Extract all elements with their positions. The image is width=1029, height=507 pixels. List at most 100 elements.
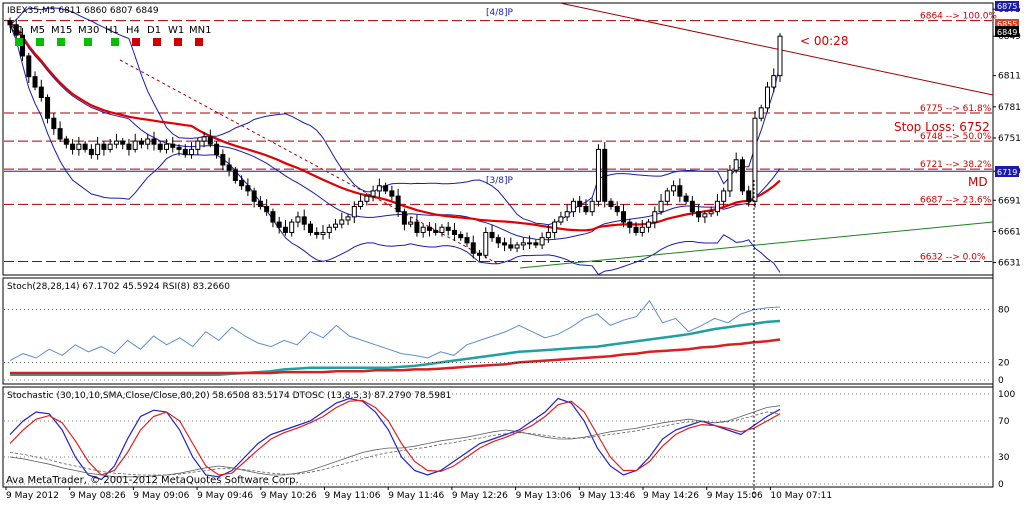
candle-body — [132, 140, 138, 150]
timeframe-label-m1: M1 — [9, 25, 24, 36]
candle-body — [746, 190, 752, 202]
candle-body — [164, 143, 170, 150]
timeframe-label-w1: W1 — [168, 25, 184, 36]
candle-body — [696, 211, 702, 218]
time-tick-label: 9 May 10:26 — [261, 491, 317, 501]
candle-body — [57, 128, 63, 140]
current-price-badge-text: 6849 — [997, 28, 1017, 37]
top-price-badge-text: 6875 — [997, 2, 1017, 11]
time-tick-label: 9 May 09:46 — [197, 491, 253, 501]
axis-tick-label: 80 — [998, 306, 1010, 316]
time-tick-label: 9 May 13:06 — [516, 491, 572, 501]
price-tick-label: 6661 — [998, 227, 1021, 237]
candle-body — [82, 143, 88, 150]
candle-body — [646, 221, 652, 228]
candle-body — [295, 216, 301, 223]
axis-tick-label: 30 — [998, 453, 1010, 463]
series-line-3 — [9, 411, 781, 476]
series-line-0 — [9, 397, 781, 481]
candle-body — [351, 206, 357, 218]
stop-loss-label: Stop Loss: 6752 — [894, 120, 990, 134]
stop-price-badge-text: 6855 — [997, 20, 1017, 29]
candle-body — [51, 117, 57, 130]
candle-body — [477, 252, 483, 256]
candle-body — [364, 195, 370, 202]
candle-body — [564, 211, 570, 218]
candle-body — [514, 244, 520, 249]
candle-body — [589, 200, 595, 213]
md-label: MD — [968, 175, 988, 189]
candle-body — [608, 200, 614, 208]
candle-body — [326, 226, 332, 233]
candle-body — [752, 117, 758, 202]
candle-body — [764, 86, 770, 109]
candle-body — [320, 231, 326, 236]
candle-body — [32, 76, 38, 88]
candle-body — [671, 185, 677, 192]
candle-body — [414, 221, 420, 233]
candle-body — [464, 237, 470, 244]
candle-body — [470, 242, 476, 254]
level-label: 6775 --> 61.8% — [920, 104, 992, 114]
candle-body — [595, 148, 601, 202]
candle-body — [120, 140, 126, 145]
axis-tick-label: 0 — [998, 480, 1004, 490]
main-pane — [2, 2, 994, 276]
time-tick-label: 10 May 07:11 — [770, 491, 832, 501]
candle-body — [232, 169, 238, 182]
candle-body — [714, 200, 720, 213]
candle-body — [38, 86, 44, 98]
time-tick-label: 9 May 08:26 — [70, 491, 126, 501]
candle-body — [101, 143, 107, 150]
copyright-text: Ava MetaTrader, © 2001-2012 MetaQuotes S… — [6, 475, 299, 486]
candle-body — [545, 231, 551, 239]
candle-body — [627, 221, 633, 228]
candle-body — [370, 190, 376, 197]
time-tick-label: 9 May 12:26 — [452, 491, 508, 501]
candle-body — [157, 143, 163, 150]
level-label: 6721 --> 38.2% — [920, 160, 992, 170]
candle-body — [145, 138, 151, 145]
rising-trend-line — [519, 221, 994, 269]
timeframe-status-m30 — [84, 38, 92, 46]
candle-body — [176, 146, 182, 150]
candle-body — [7, 20, 13, 26]
candle-body — [301, 216, 307, 225]
top-price-badge — [995, 1, 1019, 11]
timeframe-status-w1 — [174, 38, 182, 46]
candle-body — [426, 226, 432, 231]
candle-body — [345, 216, 351, 221]
candle-body — [502, 242, 508, 246]
candle-body — [76, 143, 82, 150]
candle-body — [583, 206, 589, 213]
candle-body — [451, 229, 457, 236]
candle-body — [602, 148, 608, 202]
candle-body — [107, 143, 113, 150]
price-tick-label: 6751 — [998, 134, 1021, 144]
candle-body — [683, 195, 689, 202]
candle-body — [577, 200, 583, 208]
price-tick-label: 6849 — [998, 32, 1021, 42]
candle-body — [727, 169, 733, 192]
candle-body — [189, 148, 195, 156]
current-price-badge — [995, 26, 1019, 37]
candle-body — [207, 136, 213, 145]
candle-body — [539, 237, 545, 246]
candle-body — [721, 190, 727, 202]
candle-body — [458, 234, 464, 239]
candle-body — [433, 229, 439, 233]
candle-body — [395, 195, 401, 213]
candle-body — [282, 226, 288, 233]
timeframe-label-m30: M30 — [78, 25, 99, 36]
candle-body — [658, 200, 664, 213]
candle-body — [620, 211, 626, 223]
candle-body — [245, 185, 251, 192]
candle-body — [483, 231, 489, 256]
candle-body — [508, 244, 514, 249]
candle-body — [170, 143, 176, 148]
time-tick-label: 9 May 11:46 — [388, 491, 444, 501]
candle-body — [226, 164, 232, 171]
red-moving-average — [9, 21, 781, 232]
candle-body — [689, 200, 695, 213]
